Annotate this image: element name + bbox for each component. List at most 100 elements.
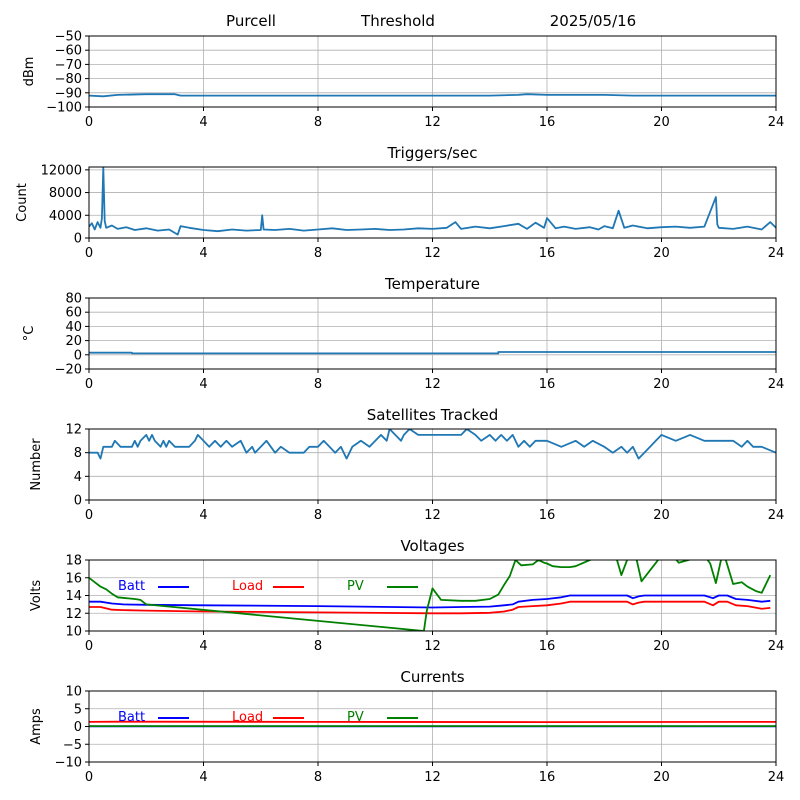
legend-label-load: Load (232, 579, 263, 594)
x-tick-label: 4 (199, 508, 207, 523)
header-date: 2025/05/16 (550, 12, 636, 30)
y-tick-label: 8000 (49, 186, 82, 201)
y-tick-label: 5 (74, 702, 82, 717)
x-tick-label: 0 (85, 377, 93, 392)
y-tick-label: 12 (65, 607, 82, 622)
y-tick-label: 0 (74, 232, 82, 247)
series-line-main (89, 429, 776, 460)
x-tick-label: 0 (85, 770, 93, 785)
x-tick-label: 20 (653, 246, 670, 261)
x-tick-label: 0 (85, 115, 93, 130)
x-tick-label: 24 (768, 115, 785, 130)
y-tick-label: 80 (65, 292, 82, 307)
x-tick-label: 16 (539, 508, 556, 523)
x-tick-label: 24 (768, 246, 785, 261)
y-tick-label: −70 (55, 58, 82, 73)
y-tick-label: 16 (65, 571, 82, 586)
legend-label-batt: Batt (118, 579, 145, 594)
y-tick-label: 12 (65, 423, 82, 438)
panel-1: 0 4 8 12 16 20 24 0 4000 8000 12000 Triggers/sec Cou… (15, 144, 784, 261)
x-tick-label: 12 (424, 508, 441, 523)
panel-0: 0 4 8 12 16 20 24 −100−90−80−70−60−50 dBm (22, 30, 784, 131)
series-group (89, 429, 776, 460)
series-group (89, 560, 772, 631)
x-tick-label: 12 (424, 639, 441, 654)
y-tick-label: −60 (55, 44, 82, 59)
y-tick-label: 0 (74, 494, 82, 509)
panel-title: Currents (400, 668, 464, 686)
x-tick-label: 4 (199, 246, 207, 261)
series-line-main (89, 93, 776, 98)
y-tick-label: −100 (46, 101, 82, 116)
x-tick-label: 24 (768, 508, 785, 523)
x-tick-label: 4 (199, 639, 207, 654)
x-tick-label: 16 (539, 377, 556, 392)
panel-title: Temperature (384, 275, 480, 293)
series-line-batt (89, 594, 771, 609)
panel-5: 0 4 8 12 16 20 24 −10 −5 0 5 10 Currents Amps Batt Load… (29, 668, 784, 785)
x-tick-label: 20 (653, 377, 670, 392)
header-mode: Threshold (360, 12, 435, 30)
y-tick-label: 0 (74, 720, 82, 735)
x-tick-label: 8 (314, 115, 322, 130)
x-tick-label: 12 (424, 246, 441, 261)
legend-label-pv: PV (347, 710, 364, 725)
series-line-main (89, 167, 776, 236)
series-group (89, 351, 776, 355)
x-tick-label: 8 (314, 508, 322, 523)
x-tick-label: 0 (85, 246, 93, 261)
y-tick-label: 0 (74, 348, 82, 363)
y-tick-label: −50 (55, 30, 82, 45)
x-tick-label: 20 (653, 115, 670, 130)
x-tick-label: 20 (653, 770, 670, 785)
y-tick-label: 18 (65, 554, 82, 569)
panel-3: 0 4 8 12 16 20 24 0 4 8 12 Satellites Tracked Number (29, 406, 784, 523)
y-tick-label: 4000 (49, 209, 82, 224)
y-tick-label: −5 (63, 738, 82, 753)
panel-4: 0 4 8 12 16 20 24 10 12 14 16 18 Voltages Volts Batt Lo… (29, 537, 784, 654)
panel-title: Satellites Tracked (367, 406, 498, 424)
y-tick-label: 10 (65, 685, 82, 700)
x-tick-label: 4 (199, 377, 207, 392)
x-tick-label: 12 (424, 377, 441, 392)
x-tick-label: 8 (314, 246, 322, 261)
x-tick-label: 8 (314, 639, 322, 654)
x-tick-label: 8 (314, 377, 322, 392)
header-station: Purcell (226, 12, 276, 30)
x-tick-label: 24 (768, 377, 785, 392)
x-tick-label: 24 (768, 770, 785, 785)
y-axis-label: dBm (22, 57, 37, 87)
y-axis-label: Number (29, 438, 44, 491)
legend-label-pv: PV (347, 579, 364, 594)
x-tick-label: 4 (199, 115, 207, 130)
y-tick-label: −20 (55, 363, 82, 378)
series-group (89, 720, 776, 728)
x-tick-label: 16 (539, 115, 556, 130)
x-tick-label: 8 (314, 770, 322, 785)
x-tick-label: 12 (424, 770, 441, 785)
y-tick-label: 14 (65, 589, 82, 604)
y-tick-label: 10 (65, 625, 82, 640)
x-tick-label: 16 (539, 770, 556, 785)
y-tick-label: 20 (65, 334, 82, 349)
y-axis-label: Amps (29, 708, 44, 745)
y-tick-label: 12000 (41, 163, 82, 178)
y-tick-label: 60 (65, 306, 82, 321)
x-tick-label: 12 (424, 115, 441, 130)
panel-title: Voltages (400, 537, 464, 555)
y-axis-label: Volts (29, 580, 44, 612)
x-tick-label: 24 (768, 639, 785, 654)
series-group (89, 167, 776, 236)
y-tick-label: 8 (74, 446, 82, 461)
x-tick-label: 20 (653, 639, 670, 654)
x-tick-label: 0 (85, 508, 93, 523)
legend-label-load: Load (232, 710, 263, 725)
panel-title: Triggers/sec (387, 144, 478, 162)
x-tick-label: 16 (539, 639, 556, 654)
y-tick-label: −10 (55, 756, 82, 771)
y-axis-label: °C (22, 326, 37, 342)
y-tick-label: 40 (65, 320, 82, 335)
y-tick-label: 4 (74, 470, 82, 485)
